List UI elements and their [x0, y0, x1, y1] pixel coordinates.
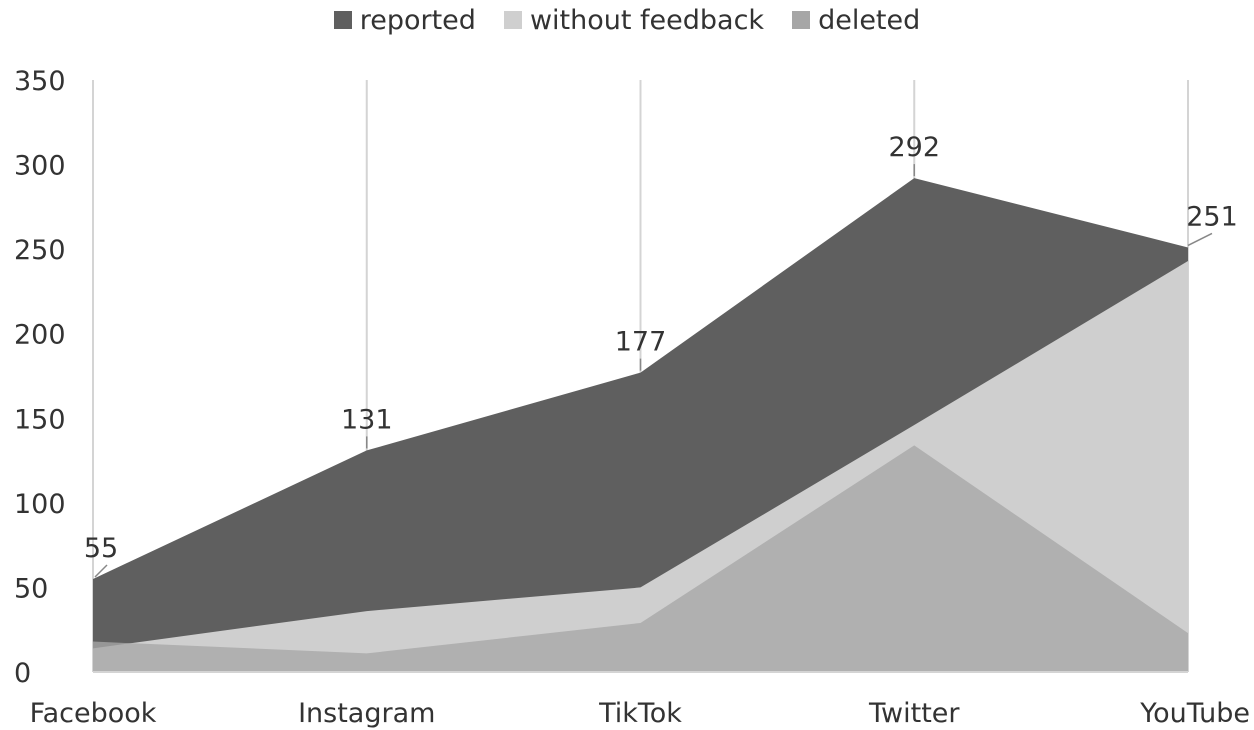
data-label-leader-0 [94, 564, 108, 578]
data-label-facebook: 55 [84, 533, 118, 564]
y-tick-label-100: 100 [14, 489, 66, 520]
legend: reported without feedback deleted [0, 0, 1254, 40]
x-tick-label-twitter: Twitter [868, 698, 960, 729]
legend-label-without-feedback: without feedback [529, 4, 765, 36]
legend-item-reported: reported [333, 4, 476, 36]
legend-item-deleted: deleted [792, 5, 920, 36]
data-label-instagram: 131 [341, 404, 393, 435]
data-label-leader-4 [1187, 232, 1213, 247]
data-label-tiktok: 177 [615, 327, 667, 358]
legend-item-without-feedback: without feedback [503, 4, 765, 36]
x-tick-label-facebook: Facebook [30, 698, 157, 729]
x-tick-label-instagram: Instagram [298, 698, 435, 729]
legend-label-deleted: deleted [818, 4, 921, 36]
data-label-youtube: 251 [1186, 201, 1238, 232]
y-tick-label-0: 0 [14, 658, 31, 689]
data-label-twitter: 292 [888, 132, 940, 163]
legend-swatch-deleted [792, 11, 811, 29]
y-tick-label-200: 200 [14, 320, 66, 351]
y-tick-label-150: 150 [14, 404, 66, 435]
legend-label-reported: reported [359, 4, 476, 36]
y-tick-label-50: 50 [14, 573, 48, 604]
y-tick-label-300: 300 [14, 151, 66, 182]
x-tick-label-tiktok: TikTok [598, 698, 682, 729]
x-tick-label-youtube: YouTube [1139, 698, 1250, 729]
y-tick-label-350: 350 [14, 66, 66, 97]
legend-swatch-without-feedback [503, 11, 522, 29]
legend-swatch-reported [333, 11, 352, 29]
area-deleted [93, 445, 1188, 672]
y-tick-label-250: 250 [14, 235, 66, 266]
